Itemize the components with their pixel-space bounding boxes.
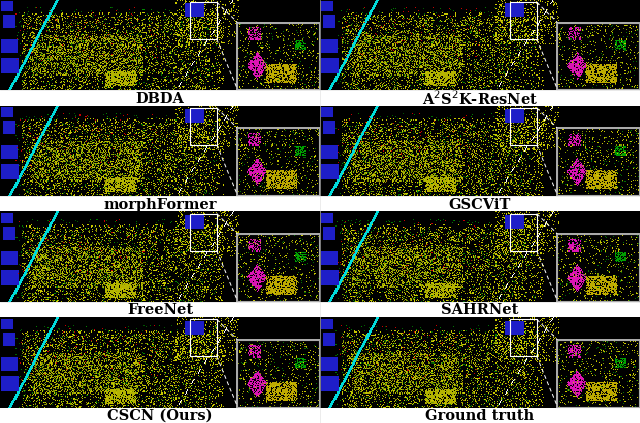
Bar	[510, 108, 537, 145]
Text: morphFormer: morphFormer	[103, 198, 217, 212]
Bar	[510, 2, 537, 39]
Bar	[236, 339, 320, 408]
Text: CSCN (Ours): CSCN (Ours)	[108, 409, 212, 423]
Text: Ground truth: Ground truth	[426, 409, 534, 423]
Bar	[556, 127, 640, 196]
Bar	[510, 319, 537, 356]
Text: DBDA: DBDA	[136, 92, 184, 106]
Bar	[190, 214, 217, 250]
Text: A$^2$S$^2$K-ResNet: A$^2$S$^2$K-ResNet	[422, 90, 538, 108]
Bar	[236, 127, 320, 196]
Bar	[236, 22, 320, 91]
Bar	[510, 214, 537, 250]
Bar	[190, 319, 217, 356]
Bar	[556, 339, 640, 408]
Bar	[556, 22, 640, 91]
Text: SAHRNet: SAHRNet	[442, 303, 518, 317]
Bar	[236, 233, 320, 302]
Bar	[556, 233, 640, 302]
Text: FreeNet: FreeNet	[127, 303, 193, 317]
Bar	[190, 2, 217, 39]
Text: GSCViT: GSCViT	[449, 198, 511, 212]
Bar	[190, 108, 217, 145]
